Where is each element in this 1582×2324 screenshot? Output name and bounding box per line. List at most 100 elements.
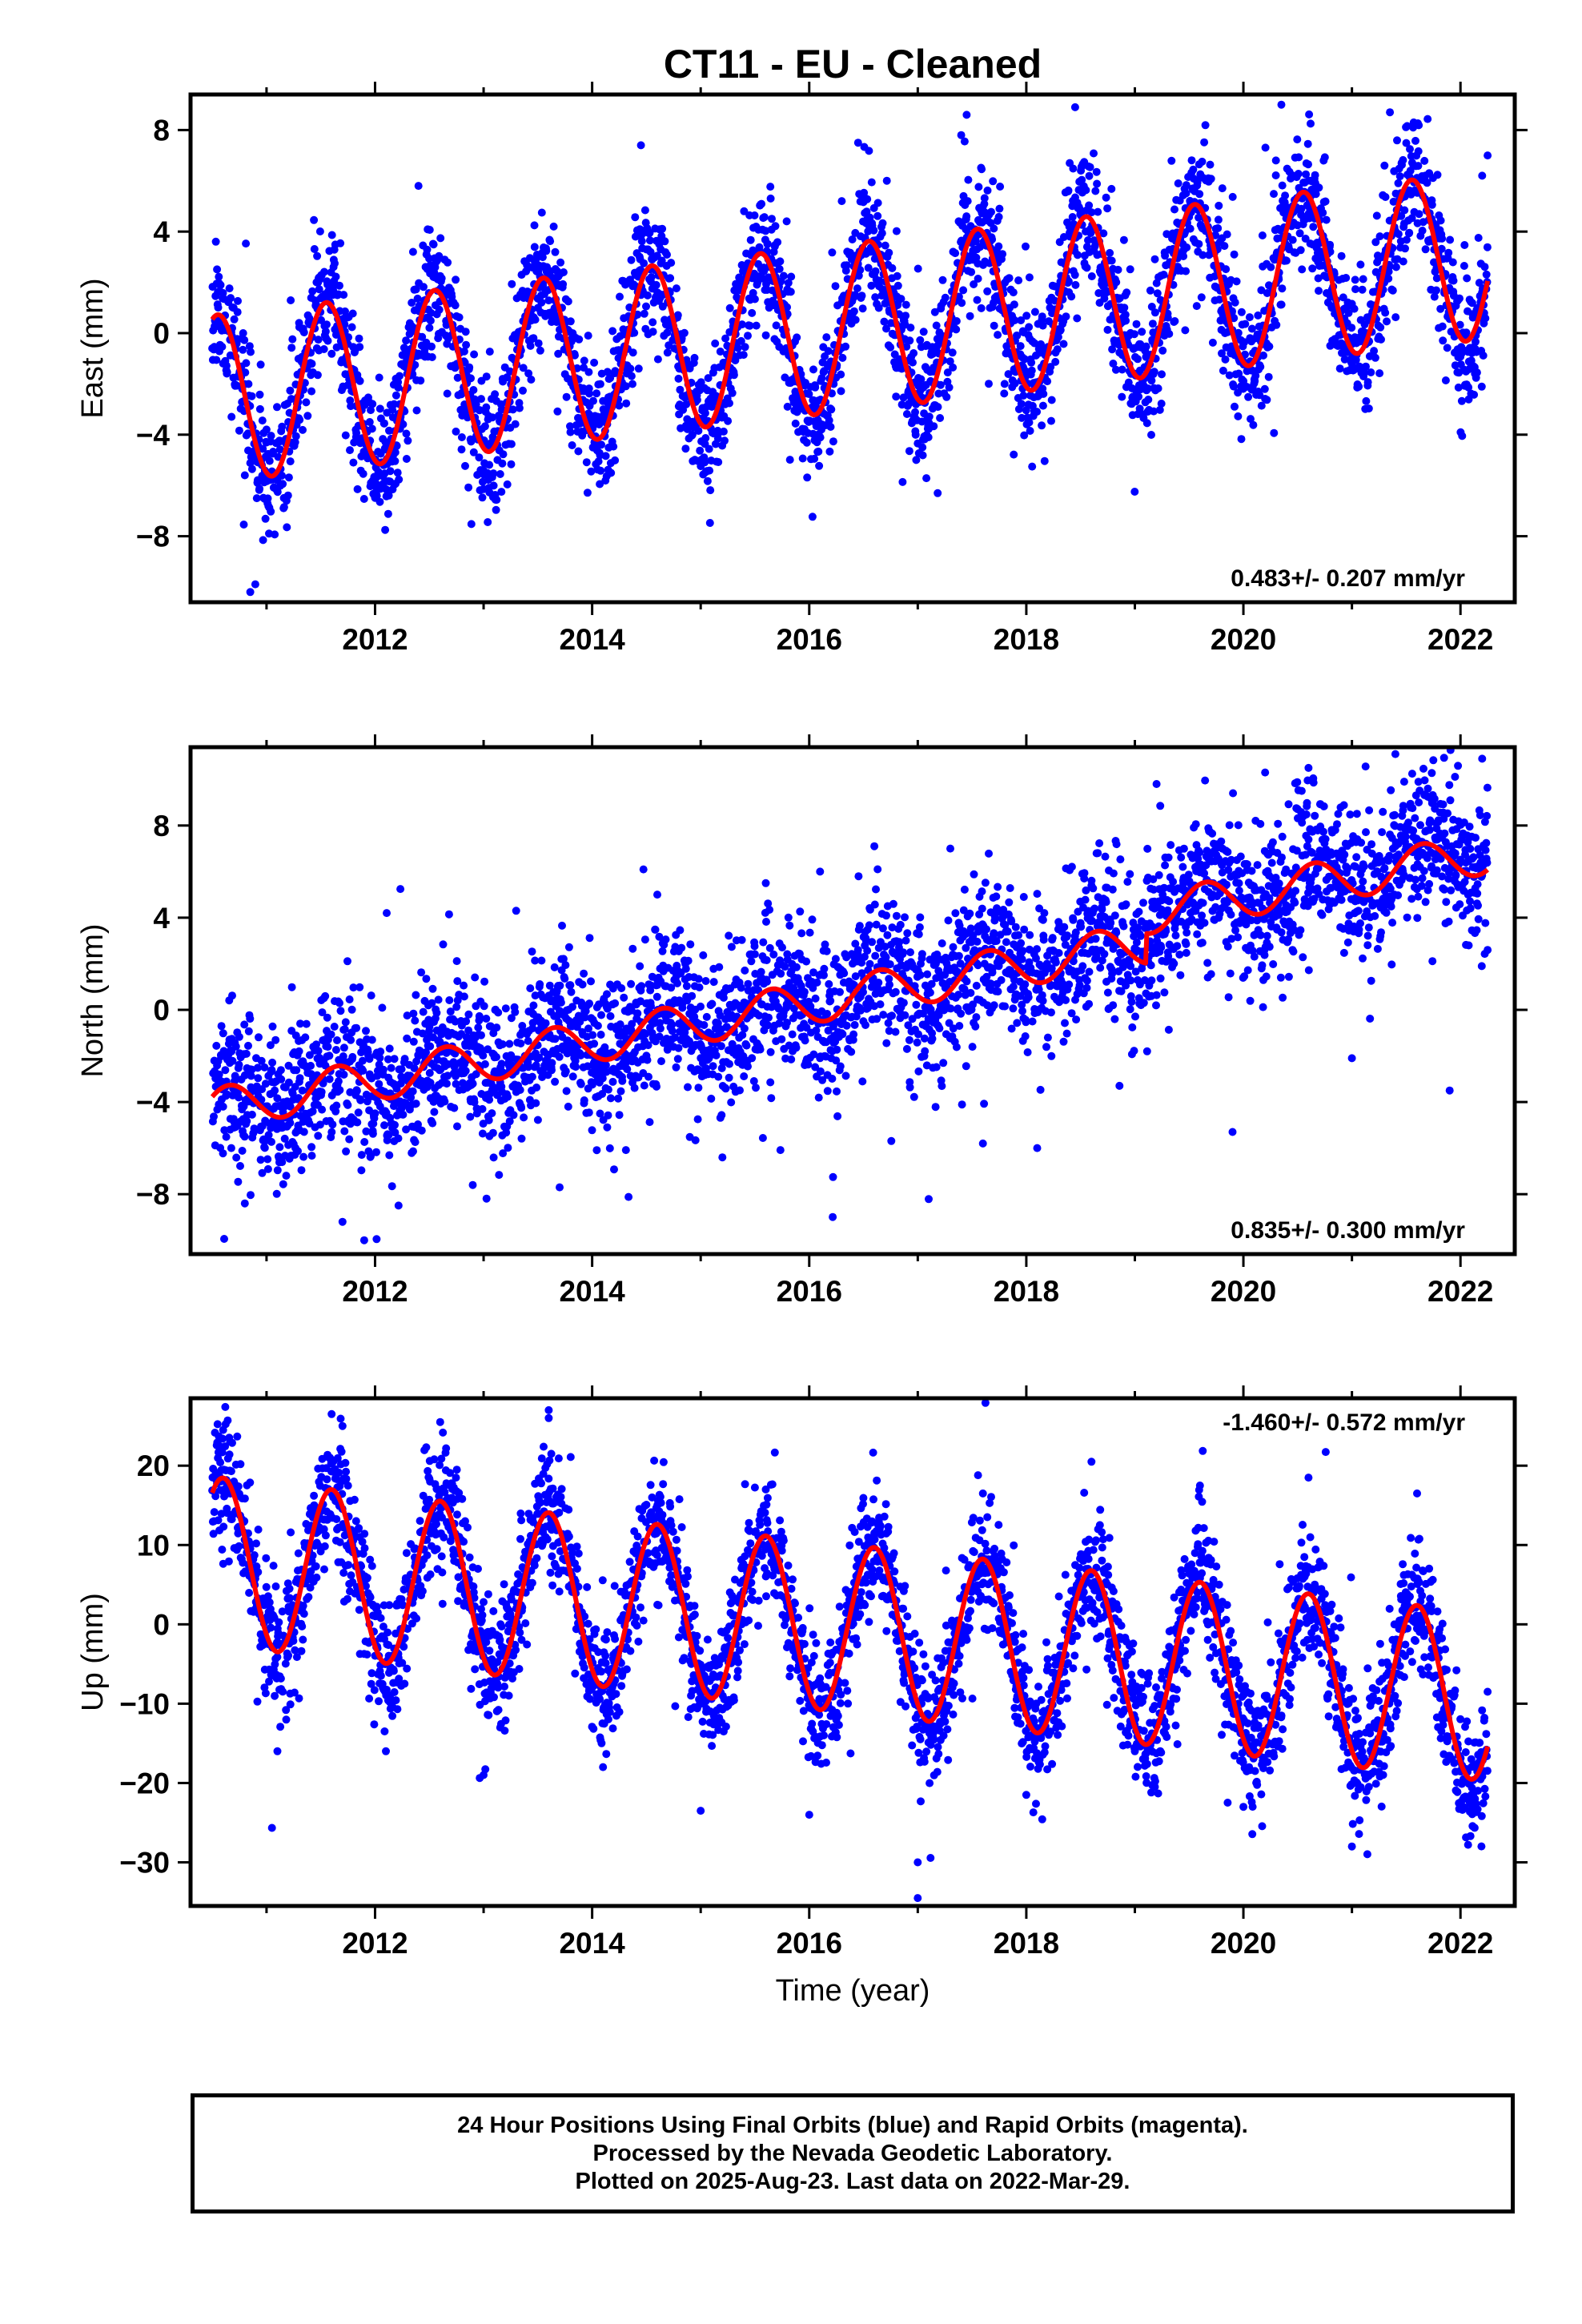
data-point (610, 1165, 618, 1174)
data-point (299, 1128, 308, 1136)
data-point (277, 1075, 286, 1084)
data-point (787, 272, 796, 281)
data-point (1047, 396, 1056, 404)
data-point (355, 343, 364, 352)
data-point (707, 1094, 716, 1103)
data-point (607, 468, 616, 477)
data-point (1009, 288, 1018, 297)
data-point (719, 427, 728, 436)
data-point (357, 1166, 366, 1175)
data-point (339, 291, 348, 300)
data-point (1438, 234, 1447, 243)
data-point (1463, 274, 1472, 283)
data-point (1218, 184, 1227, 193)
data-point (877, 229, 886, 238)
data-point (273, 1094, 282, 1103)
data-point (280, 1134, 289, 1143)
data-point (1257, 401, 1266, 410)
data-point (564, 943, 573, 951)
data-point (967, 267, 976, 276)
data-point (1182, 243, 1191, 251)
data-point (1085, 201, 1094, 210)
data-point (1201, 121, 1210, 130)
data-point (1362, 362, 1370, 371)
data-point (1158, 370, 1166, 379)
data-point (1314, 274, 1323, 283)
data-point (347, 1035, 355, 1044)
data-point (578, 980, 587, 989)
data-point (897, 295, 905, 304)
y-tick-label: −8 (136, 521, 170, 553)
data-point (242, 1049, 251, 1058)
y-tick-label: 0 (153, 317, 170, 350)
data-point (1198, 157, 1207, 166)
data-point (951, 249, 960, 258)
data-point (1027, 358, 1036, 367)
data-point (215, 272, 223, 281)
data-point (396, 885, 405, 894)
data-point (1358, 285, 1367, 294)
data-point (888, 263, 897, 272)
data-point (1270, 428, 1279, 437)
data-point (508, 279, 516, 288)
data-point (1298, 265, 1307, 274)
data-point (560, 975, 569, 983)
data-point (682, 982, 691, 991)
data-point (1482, 270, 1491, 279)
data-point (1259, 351, 1267, 360)
data-point (1432, 274, 1441, 283)
data-point (1090, 149, 1098, 158)
data-point (1230, 314, 1239, 323)
data-point (580, 969, 588, 978)
data-point (901, 300, 910, 309)
data-point (934, 403, 942, 412)
data-point (477, 395, 485, 404)
data-point (246, 1015, 255, 1023)
data-point (239, 521, 248, 529)
data-point (1039, 389, 1048, 398)
data-point (1257, 286, 1266, 295)
data-point (1181, 326, 1190, 335)
data-point (721, 1084, 730, 1093)
data-point (741, 343, 749, 352)
data-point (1247, 415, 1255, 424)
data-point (1337, 251, 1346, 260)
data-point (945, 383, 954, 392)
data-point (651, 925, 660, 934)
data-point (445, 996, 454, 1004)
data-point (575, 335, 584, 344)
data-point (1017, 316, 1026, 324)
data-point (837, 197, 846, 206)
data-point (288, 1089, 297, 1098)
data-point (227, 1144, 235, 1152)
data-point (251, 580, 259, 589)
data-point (559, 268, 568, 276)
data-point (962, 111, 971, 119)
data-point (606, 1011, 615, 1020)
data-point (225, 284, 234, 293)
data-point (379, 1065, 387, 1074)
data-point (553, 407, 562, 416)
data-point (628, 380, 636, 388)
data-point (1231, 402, 1239, 411)
data-point (917, 375, 926, 384)
data-point (585, 389, 594, 398)
data-point (1295, 153, 1303, 162)
data-point (1000, 389, 1009, 398)
data-point (985, 380, 993, 388)
data-point (1360, 368, 1369, 377)
data-point (621, 382, 630, 391)
data-point (509, 1111, 518, 1120)
data-point (1059, 233, 1068, 241)
data-point (340, 1127, 349, 1136)
data-point (1091, 187, 1100, 195)
data-point (1124, 378, 1133, 387)
data-point (714, 1072, 723, 1081)
data-point (298, 1086, 307, 1095)
data-point (328, 1120, 337, 1129)
data-point (317, 316, 325, 324)
data-point (1472, 368, 1481, 377)
data-point (342, 1147, 351, 1156)
data-point (385, 1044, 394, 1053)
data-point (1477, 382, 1486, 391)
